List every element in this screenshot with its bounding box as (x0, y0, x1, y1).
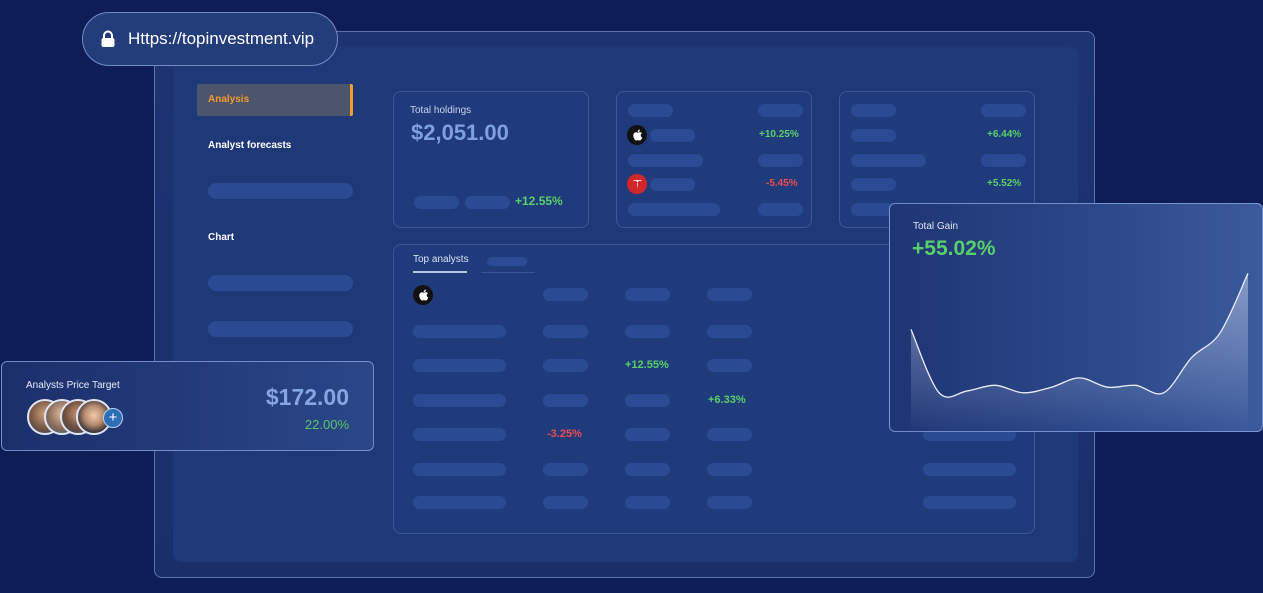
placeholder-pill (758, 203, 803, 216)
stock-change: +5.52% (987, 178, 1022, 189)
placeholder-pill (625, 496, 670, 509)
add-analyst-button[interactable]: + (103, 408, 123, 428)
placeholder-pill (707, 288, 752, 301)
placeholder-pill (851, 104, 896, 117)
lock-icon (100, 30, 116, 48)
apple-logo-icon (413, 285, 433, 305)
placeholder-pill (543, 463, 588, 476)
total-holdings-label: Total holdings (410, 105, 472, 116)
sidebar-placeholder (208, 183, 353, 199)
placeholder-pill (543, 325, 588, 338)
placeholder-pill (625, 325, 670, 338)
total-gain-card: Total Gain +55.02% (889, 203, 1263, 432)
placeholder-pill (758, 154, 803, 167)
placeholder-pill (707, 463, 752, 476)
placeholder-pill (465, 196, 510, 209)
gain-line (910, 273, 1249, 398)
sidebar-placeholder (208, 321, 353, 337)
stock-change: +6.44% (987, 129, 1022, 140)
table-row (413, 394, 506, 407)
placeholder-pill (543, 288, 588, 301)
placeholder-pill (625, 463, 670, 476)
table-row (413, 428, 506, 441)
placeholder-pill (981, 154, 1026, 167)
placeholder-pill (625, 428, 670, 441)
placeholder-pill (851, 154, 926, 167)
total-holdings-change: +12.55% (515, 194, 563, 208)
analysts-price-target-card: Analysts Price Target + $172.00 22.00% (1, 361, 374, 451)
placeholder-pill (851, 178, 896, 191)
stocks-card: +10.25% -5.45% (616, 91, 812, 228)
sidebar-placeholder (208, 275, 353, 291)
placeholder-pill (543, 394, 588, 407)
price-target-value: $172.00 (265, 384, 349, 410)
total-gain-value: +55.02% (912, 237, 996, 260)
sidebar-item-chart[interactable]: Chart (208, 232, 235, 243)
placeholder-pill (543, 496, 588, 509)
placeholder-pill (543, 359, 588, 372)
placeholder-pill (414, 196, 459, 209)
gain-area (911, 273, 1248, 431)
placeholder-pill (758, 104, 803, 117)
total-gain-label: Total Gain (913, 221, 959, 232)
analyst-change: +6.33% (708, 394, 746, 406)
tesla-logo-icon (627, 174, 647, 194)
table-row (413, 463, 506, 476)
active-tab-underline (413, 271, 467, 273)
tab-placeholder[interactable] (487, 257, 527, 266)
price-target-change: 22.00% (304, 417, 349, 432)
placeholder-pill (851, 129, 896, 142)
table-row (413, 496, 506, 509)
app-window: Analysis Analyst forecasts Chart Total h… (154, 31, 1095, 578)
price-target-label: Analysts Price Target (26, 380, 120, 391)
placeholder-pill (707, 428, 752, 441)
url-bar[interactable]: Https://topinvestment.vip (82, 12, 338, 66)
total-holdings-card: Total holdings $2,051.00 +12.55% (393, 91, 589, 228)
tesla-change: -5.45% (766, 178, 798, 189)
placeholder-pill (628, 104, 673, 117)
tab-underline (481, 272, 535, 273)
table-row (413, 359, 506, 372)
apple-logo-icon (627, 125, 647, 145)
sidebar-item-analysis[interactable]: Analysis (197, 84, 353, 116)
placeholder-pill (628, 154, 703, 167)
placeholder-pill (707, 496, 752, 509)
placeholder-pill (707, 325, 752, 338)
sidebar-item-label: Analysis (208, 94, 250, 105)
tab-top-analysts[interactable]: Top analysts (413, 254, 469, 265)
placeholder-pill (851, 203, 896, 216)
total-holdings-value: $2,051.00 (411, 120, 509, 145)
placeholder-pill (628, 203, 720, 216)
placeholder-pill (625, 394, 670, 407)
placeholder-pill (650, 129, 695, 142)
table-row (413, 325, 506, 338)
sidebar-item-analyst-forecasts[interactable]: Analyst forecasts (208, 140, 292, 151)
total-gain-chart (910, 273, 1249, 431)
placeholder-pill (923, 496, 1016, 509)
placeholder-pill (923, 463, 1016, 476)
apple-change: +10.25% (759, 129, 799, 140)
url-text: Https://topinvestment.vip (128, 29, 315, 48)
analyst-change: +12.55% (625, 359, 669, 371)
app-content: Analysis Analyst forecasts Chart Total h… (173, 47, 1078, 562)
placeholder-pill (650, 178, 695, 191)
placeholder-pill (625, 288, 670, 301)
analyst-change: -3.25% (547, 428, 582, 440)
placeholder-pill (707, 359, 752, 372)
placeholder-pill (981, 104, 1026, 117)
